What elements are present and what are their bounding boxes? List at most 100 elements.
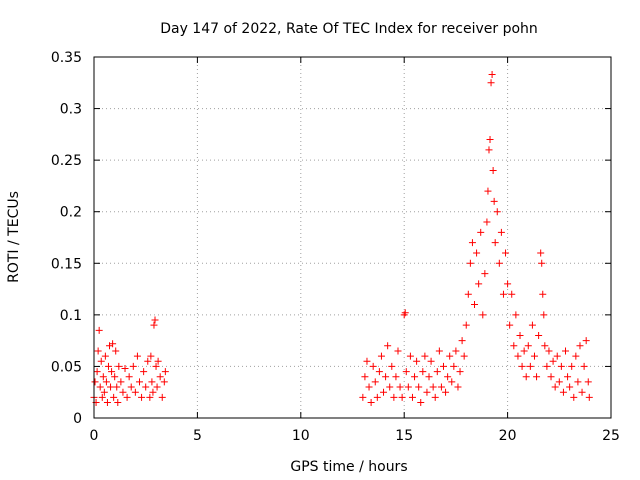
data-point [458, 337, 466, 345]
data-point [114, 399, 122, 407]
data-point [489, 166, 497, 174]
data-point [553, 352, 561, 360]
data-point [153, 383, 161, 391]
data-point [144, 357, 152, 365]
x-tick-label: 0 [90, 428, 99, 444]
data-point [479, 311, 487, 319]
data-point [471, 301, 479, 309]
data-point [102, 378, 110, 386]
data-point [557, 362, 565, 370]
x-tick-label: 10 [292, 428, 310, 444]
data-point [502, 249, 510, 257]
data-point [481, 270, 489, 278]
y-tick-label: 0.35 [51, 50, 82, 66]
data-point [377, 352, 385, 360]
data-point [369, 362, 377, 370]
data-point [578, 388, 586, 396]
data-point [543, 362, 551, 370]
data-point [147, 352, 155, 360]
data-point [486, 136, 494, 144]
data-point [123, 393, 131, 401]
data-point [125, 373, 133, 381]
data-point [506, 321, 514, 329]
data-point [365, 383, 373, 391]
data-point [415, 383, 423, 391]
data-point [442, 388, 450, 396]
data-point [103, 399, 111, 407]
data-point [475, 280, 483, 288]
data-point [406, 352, 414, 360]
data-point [435, 347, 443, 355]
data-point [160, 378, 168, 386]
data-point [497, 228, 505, 236]
data-point [487, 79, 495, 87]
data-point [520, 347, 528, 355]
data-point [408, 393, 416, 401]
data-point [149, 388, 157, 396]
data-point [462, 321, 470, 329]
data-point [94, 347, 102, 355]
y-tick-label: 0.2 [60, 205, 82, 221]
data-point [413, 357, 421, 365]
data-point [524, 342, 532, 350]
data-point [510, 342, 518, 350]
data-point [427, 357, 435, 365]
data-point [99, 373, 107, 381]
data-point [528, 321, 536, 329]
data-point [466, 259, 474, 267]
data-point [555, 378, 563, 386]
data-point [572, 352, 580, 360]
data-point [151, 316, 159, 324]
data-point [97, 357, 105, 365]
data-point [533, 373, 541, 381]
data-point [121, 364, 129, 372]
data-point [142, 383, 150, 391]
data-point [111, 373, 119, 381]
data-point [109, 340, 117, 348]
data-point [585, 393, 593, 401]
data-point [146, 393, 154, 401]
data-point [488, 71, 496, 79]
data-point [540, 311, 548, 319]
data-point [110, 393, 118, 401]
data-point [133, 352, 141, 360]
data-point [419, 368, 427, 376]
data-point [100, 388, 108, 396]
data-point [483, 218, 491, 226]
data-point [361, 373, 369, 381]
data-point [150, 321, 158, 329]
axis-ticks: 0 5 10 15 20 25 0 0.05 0.1 0.15 0.2 0.25 0.3 0.35 [51, 50, 620, 444]
data-point [568, 362, 576, 370]
data-point [514, 352, 522, 360]
data-point [484, 187, 492, 195]
data-point [158, 393, 166, 401]
data-point [545, 347, 553, 355]
data-point [423, 388, 431, 396]
data-point [396, 383, 404, 391]
data-point [371, 378, 379, 386]
data-point [485, 146, 493, 154]
data-point [456, 368, 464, 376]
data-point [512, 311, 520, 319]
data-point [582, 337, 590, 345]
data-point [417, 399, 425, 407]
data-point [551, 383, 559, 391]
data-point [537, 249, 545, 257]
data-point [450, 362, 458, 370]
y-tick-label: 0.25 [51, 153, 82, 169]
data-point [559, 388, 567, 396]
data-point [108, 368, 116, 376]
data-point [390, 393, 398, 401]
data-point [460, 352, 468, 360]
data-point [452, 347, 460, 355]
data-point [429, 383, 437, 391]
data-point [386, 383, 394, 391]
data-point [431, 393, 439, 401]
y-tick-label: 0.15 [51, 256, 82, 272]
data-point [464, 290, 472, 298]
data-point [454, 383, 462, 391]
data-point [104, 362, 112, 370]
data-point [538, 259, 546, 267]
data-point [495, 259, 503, 267]
